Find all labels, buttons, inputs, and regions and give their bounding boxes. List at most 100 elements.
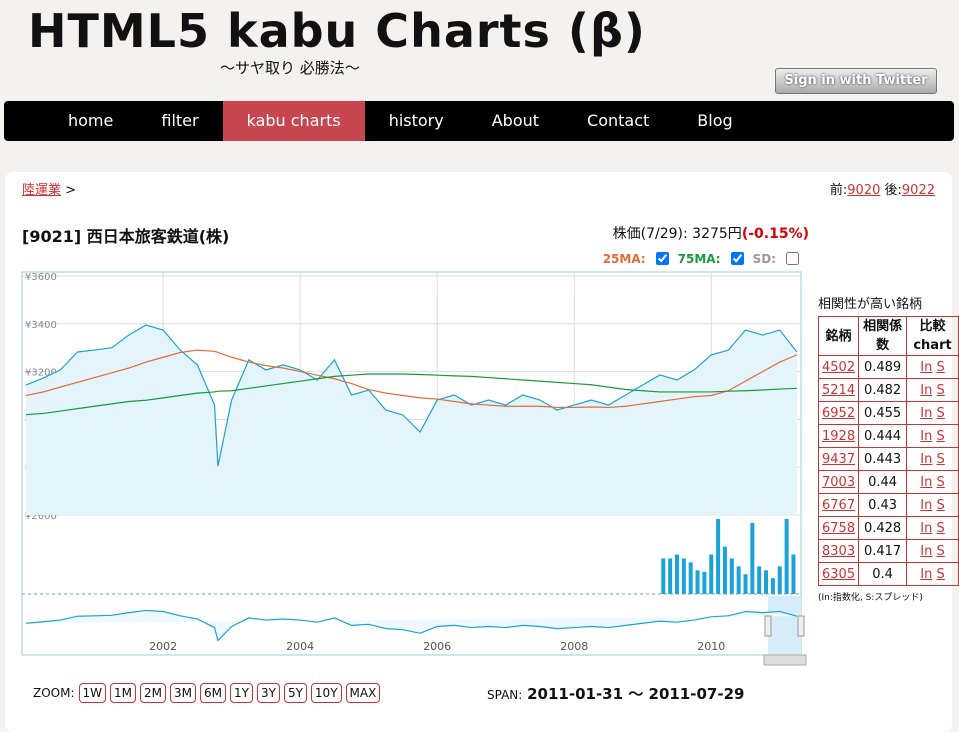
nav-item[interactable]: Blog	[697, 111, 733, 130]
corr-code[interactable]: 9437	[822, 451, 856, 467]
link-in[interactable]: In	[920, 451, 933, 467]
volume-bar	[736, 566, 741, 594]
zoom-button[interactable]: 1Y	[230, 683, 253, 703]
link-in[interactable]: In	[920, 520, 933, 536]
corr-value: 0.444	[858, 424, 908, 448]
nav-item[interactable]: About	[491, 111, 540, 130]
volume-bar	[709, 554, 714, 594]
link-in[interactable]: In	[920, 497, 933, 513]
corr-row: 4502 0.489 In S	[817, 355, 959, 379]
zoom-button[interactable]: 2M	[140, 683, 167, 703]
zoom-button[interactable]: MAX	[345, 683, 381, 703]
corr-code-cell: 6305	[817, 562, 860, 586]
link-s[interactable]: S	[936, 543, 945, 559]
corr-row: 6767 0.43 In S	[817, 493, 959, 517]
link-in[interactable]: In	[920, 359, 933, 375]
y-tick-label: ¥3400	[25, 320, 57, 331]
corr-value: 0.489	[858, 355, 908, 379]
volume-bar	[702, 571, 707, 594]
corr-links: In S	[906, 470, 959, 494]
volume-bar	[764, 570, 769, 594]
link-in[interactable]: In	[920, 428, 933, 444]
nav-item[interactable]: history	[388, 111, 444, 130]
zoom-button[interactable]: 1W	[78, 683, 107, 703]
volume-bar	[681, 558, 686, 594]
nav-item[interactable]: filter	[161, 111, 199, 130]
next-link[interactable]: 9022	[901, 183, 935, 198]
volume-bar	[743, 574, 748, 594]
link-in[interactable]: In	[920, 566, 933, 582]
stock-price: 株価(7/29): 3275円(-0.15%)	[613, 223, 809, 243]
breadcrumb-link[interactable]: 陸運業	[22, 183, 62, 198]
link-in[interactable]: In	[920, 405, 933, 421]
link-in[interactable]: In	[920, 382, 933, 398]
toggle-checkbox[interactable]	[786, 252, 799, 265]
corr-value: 0.455	[858, 401, 908, 425]
link-s[interactable]: S	[936, 497, 945, 513]
toggle-label: 75MA:	[677, 251, 721, 266]
corr-code[interactable]: 7003	[822, 474, 856, 490]
zoom-button[interactable]: 1M	[110, 683, 137, 703]
link-in[interactable]: In	[920, 474, 933, 490]
corr-code-cell: 1928	[817, 424, 860, 448]
zoom-button[interactable]: 6M	[200, 683, 227, 703]
chart: ¥2600¥2800¥3000¥3200¥3400¥36002002200420…	[21, 271, 807, 666]
corr-code-cell: 6767	[817, 493, 860, 517]
corr-code[interactable]: 6758	[822, 520, 856, 536]
nav-item[interactable]: home	[68, 111, 114, 130]
breadcrumb: 陸運業 >	[22, 179, 76, 198]
link-s[interactable]: S	[936, 520, 945, 536]
corr-links: In S	[906, 355, 959, 379]
corr-links: In S	[906, 562, 959, 586]
volume-bar	[695, 570, 700, 594]
twitter-button[interactable]: Sign in with Twitter	[775, 68, 937, 94]
nav-handle	[797, 615, 805, 637]
link-in[interactable]: In	[920, 543, 933, 559]
corr-code[interactable]: 6305	[822, 566, 856, 582]
link-s[interactable]: S	[936, 474, 945, 490]
link-s[interactable]: S	[936, 359, 945, 375]
link-s[interactable]: S	[936, 451, 945, 467]
nav-item[interactable]: Contact	[587, 111, 650, 130]
y-tick-label: ¥2600	[25, 511, 57, 522]
volume-bar	[674, 554, 679, 594]
zoom-button[interactable]: 5Y	[283, 683, 307, 703]
link-s[interactable]: S	[936, 382, 945, 398]
corr-row: 8303 0.417 In S	[817, 539, 959, 563]
corr-code-cell: 6952	[817, 401, 860, 425]
breadcrumb-sep: >	[65, 183, 77, 198]
corr-code[interactable]: 1928	[822, 428, 856, 444]
volume-bar	[661, 558, 666, 594]
x-tick-label: 2004	[286, 640, 314, 653]
corr-code[interactable]: 6767	[822, 497, 856, 513]
zoom-button[interactable]: 3Y	[256, 683, 280, 703]
corr-code[interactable]: 8303	[822, 543, 856, 559]
link-s[interactable]: S	[936, 428, 945, 444]
toggle-checkbox[interactable]	[730, 252, 744, 265]
span-label: SPAN:	[487, 688, 523, 702]
corr-value: 0.4	[858, 562, 908, 586]
corr-code-cell: 9437	[817, 447, 860, 471]
corr-value: 0.43	[858, 493, 908, 517]
corr-row: 7003 0.44 In S	[817, 470, 959, 494]
correlation: 相関性が高い銘柄 銘柄 相関係数 比較chart 4502 0.489 In S 5214 0…	[817, 293, 959, 603]
toggle-checkbox[interactable]	[655, 252, 669, 265]
zoom-button[interactable]: 10Y	[310, 683, 342, 703]
change: (-0.15%)	[741, 226, 809, 242]
x-tick-label: 2008	[560, 640, 588, 653]
nav-item[interactable]: kabu charts	[222, 101, 365, 141]
corr-code-cell: 5214	[817, 378, 860, 402]
prev-link[interactable]: 9020	[847, 183, 881, 198]
span-value: 2011-01-31 〜 2011-07-29	[527, 685, 745, 703]
corr-code[interactable]: 6952	[822, 405, 856, 421]
link-s[interactable]: S	[936, 405, 945, 421]
corr-links: In S	[906, 447, 959, 471]
zoom-button[interactable]: 3M	[170, 683, 197, 703]
corr-links: In S	[906, 493, 959, 517]
link-s[interactable]: S	[936, 566, 945, 582]
x-tick-label: 2002	[149, 640, 177, 653]
nav-selection	[768, 596, 801, 655]
corr-code[interactable]: 5214	[822, 382, 856, 398]
corr-code[interactable]: 4502	[822, 359, 856, 375]
